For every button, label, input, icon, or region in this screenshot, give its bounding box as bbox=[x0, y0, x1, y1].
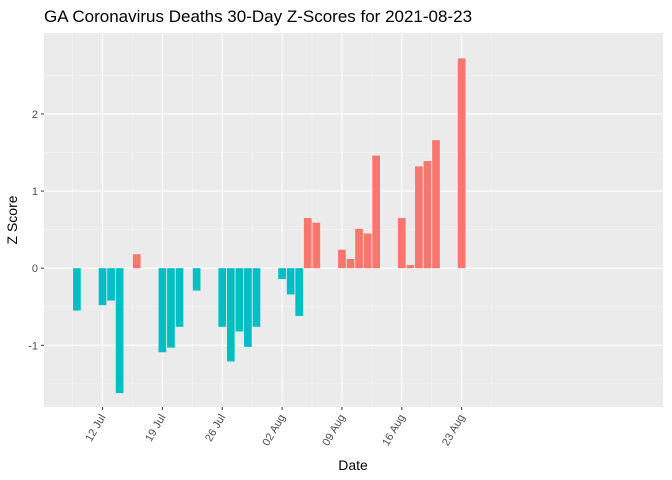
bar-2021-08-18 bbox=[415, 166, 423, 269]
bar-2021-07-26 bbox=[218, 268, 227, 327]
bar-2021-08-06 bbox=[312, 222, 321, 269]
bar-2021-08-16 bbox=[397, 218, 406, 269]
bar-2021-08-23 bbox=[457, 58, 466, 269]
x-tick-label: 12 Jul bbox=[83, 412, 108, 443]
bar-2021-08-17 bbox=[406, 265, 415, 269]
x-tick-label: 23 Aug bbox=[440, 412, 468, 448]
x-axis: 12 Jul 19 Jul 26 Jul 02 Aug 09 Aug 16 Aug 23 A… bbox=[83, 407, 468, 448]
bar-2021-08-09 bbox=[338, 249, 346, 269]
bar-2021-07-20 bbox=[167, 268, 175, 348]
y-tick-label: 2 bbox=[32, 109, 38, 121]
bar-2021-07-21 bbox=[175, 268, 184, 327]
bar-2021-07-27 bbox=[226, 268, 235, 362]
y-tick-label: -1 bbox=[28, 340, 38, 352]
x-tick-label: 09 Aug bbox=[320, 412, 348, 448]
bar-2021-08-02 bbox=[278, 268, 286, 279]
x-tick-label: 02 Aug bbox=[261, 412, 289, 448]
x-tick-label: 19 Jul bbox=[143, 412, 168, 443]
bar-2021-08-13 bbox=[372, 155, 380, 269]
x-tick-label: 26 Jul bbox=[203, 412, 228, 443]
y-tick-label: 1 bbox=[32, 186, 38, 198]
bar-2021-08-12 bbox=[363, 233, 372, 269]
bar-2021-07-29 bbox=[244, 268, 252, 347]
y-axis-title: Z Score bbox=[4, 195, 20, 244]
bars bbox=[73, 58, 466, 394]
bar-2021-07-23 bbox=[192, 268, 201, 291]
bar-2021-07-19 bbox=[158, 268, 167, 353]
grid-minor bbox=[44, 33, 663, 407]
bar-2021-08-05 bbox=[303, 218, 312, 269]
bar-2021-07-09 bbox=[73, 268, 81, 311]
bar-2021-07-16 bbox=[132, 254, 141, 269]
bar-2021-08-03 bbox=[286, 268, 295, 295]
bar-2021-07-13 bbox=[107, 268, 115, 301]
x-axis-title: Date bbox=[338, 457, 368, 473]
bar-2021-07-12 bbox=[98, 268, 107, 306]
bar-2021-08-20 bbox=[432, 140, 440, 269]
bar-2021-08-19 bbox=[423, 161, 432, 269]
y-tick-label: 0 bbox=[32, 263, 38, 275]
y-axis: -1 0 1 2 bbox=[28, 109, 44, 352]
bar-2021-08-04 bbox=[295, 268, 304, 317]
x-tick-label: 16 Aug bbox=[380, 412, 408, 448]
plot-panel bbox=[44, 33, 663, 407]
grid-major bbox=[44, 33, 663, 407]
bar-2021-07-30 bbox=[252, 268, 261, 327]
chart-title: GA Coronavirus Deaths 30-Day Z-Scores fo… bbox=[44, 7, 472, 26]
bar-2021-08-10 bbox=[346, 258, 355, 269]
bar-2021-08-11 bbox=[355, 228, 363, 269]
bar-2021-07-28 bbox=[235, 268, 244, 332]
bar-2021-07-14 bbox=[115, 268, 124, 394]
